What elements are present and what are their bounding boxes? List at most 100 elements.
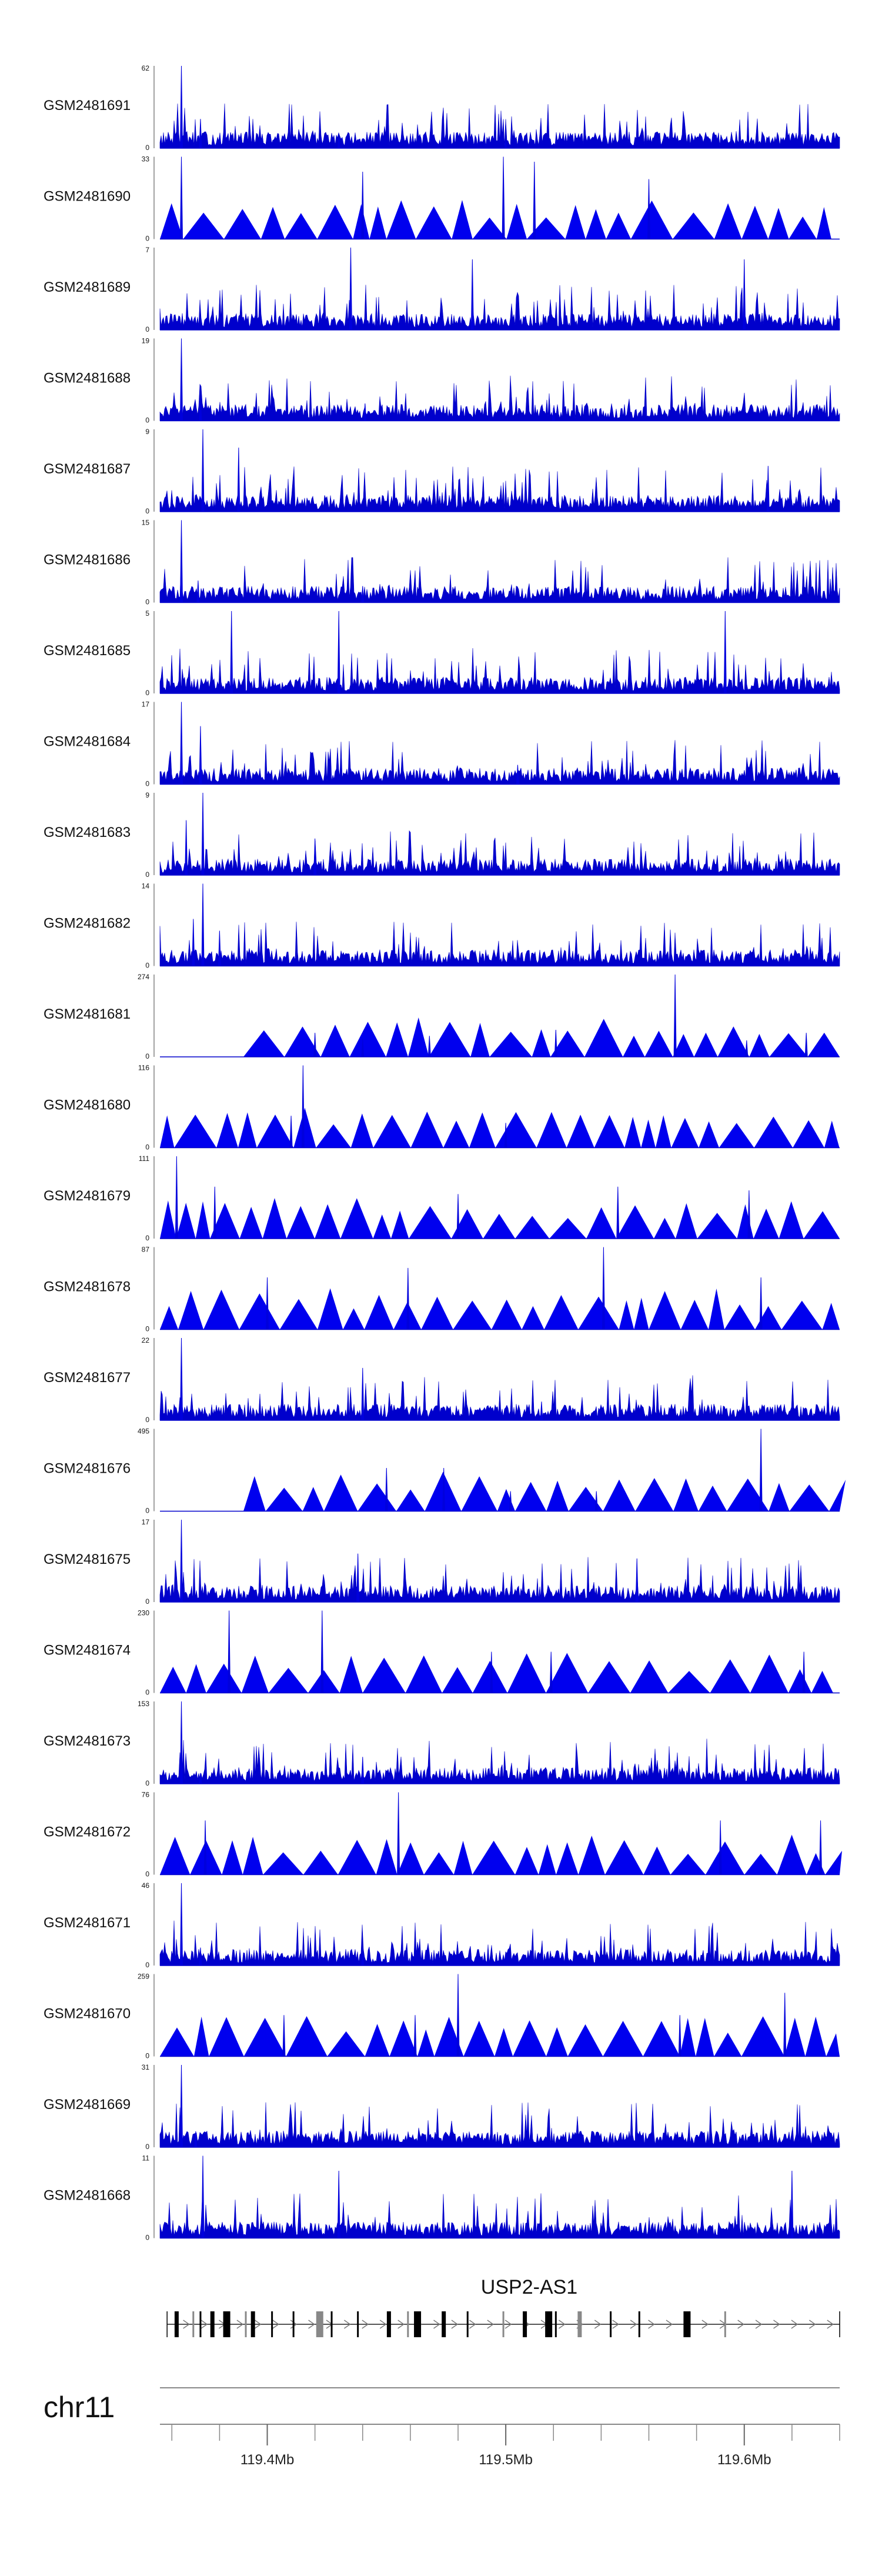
track-GSM2481671: GSM2481671 46 0	[44, 1881, 840, 1969]
y-max-label: 274	[138, 973, 149, 981]
strand-chevron	[666, 2320, 673, 2329]
strand-chevron	[362, 2320, 369, 2329]
exon-block	[223, 2311, 230, 2337]
coverage-area	[160, 199, 831, 239]
coverage-peak	[337, 2170, 340, 2238]
coverage-area	[159, 648, 840, 694]
track-GSM2481690: GSM2481690 33 0	[44, 155, 840, 243]
strand-chevron	[737, 2320, 744, 2329]
y-max-label: 230	[138, 1609, 149, 1617]
coverage-peak	[673, 974, 677, 1057]
coverage-area	[160, 1834, 843, 1875]
coverage-peak	[289, 1116, 293, 1148]
track-label: GSM2481674	[44, 1643, 131, 1659]
coverage-peak	[361, 1757, 365, 1784]
track-label: GSM2481676	[44, 1461, 131, 1477]
coverage-peak	[549, 1651, 553, 1693]
exon-block	[271, 2311, 273, 2337]
track-label: GSM2481671	[44, 1915, 131, 1931]
coverage-peak	[282, 2015, 286, 2057]
exon-block	[199, 2311, 202, 2337]
track-label: GSM2481681	[44, 1006, 131, 1022]
track-GSM2481676: GSM2481676 495 0	[44, 1427, 846, 1515]
track-GSM2481675: GSM2481675 17 0	[44, 1518, 840, 1606]
track-label: GSM2481680	[44, 1097, 131, 1113]
coverage-area	[159, 1920, 840, 1966]
coverage-peak	[199, 1947, 202, 1966]
track-label: GSM2481688	[44, 371, 131, 386]
y-min-label: 0	[145, 2052, 149, 2060]
coverage-peak	[179, 156, 183, 239]
exon-block	[724, 2311, 726, 2337]
coverage-area	[159, 830, 840, 876]
y-max-label: 87	[142, 1246, 150, 1254]
y-min-label: 0	[145, 1779, 149, 1787]
exon-block	[683, 2311, 691, 2337]
y-min-label: 0	[145, 870, 149, 879]
y-max-label: 22	[142, 1336, 150, 1344]
track-label: GSM2481670	[44, 2006, 131, 2022]
y-max-label: 31	[142, 2063, 150, 2071]
coverage-peak	[201, 429, 205, 512]
coverage-peak	[179, 65, 183, 149]
y-max-label: 14	[142, 882, 150, 890]
track-GSM2481674: GSM2481674 230 0	[44, 1609, 840, 1697]
coverage-area	[159, 285, 840, 331]
track-label: GSM2481686	[44, 552, 131, 568]
y-max-label: 46	[142, 1881, 150, 1890]
track-GSM2481678: GSM2481678 87 0	[44, 1246, 840, 1333]
strand-chevron	[594, 2320, 602, 2329]
y-min-label: 0	[145, 1507, 149, 1515]
coverage-peak	[218, 930, 221, 966]
coverage-peak	[504, 1123, 507, 1148]
coverage-peak	[790, 2170, 794, 2238]
coverage-peak	[179, 1337, 183, 1421]
y-min-label: 0	[145, 1597, 149, 1606]
exon-block	[414, 2311, 422, 2337]
coverage-peak	[406, 1267, 410, 1330]
coverage-peak	[647, 179, 651, 239]
coverage-peak	[397, 1792, 400, 1875]
coverage-area	[160, 1198, 840, 1239]
y-min-label: 0	[145, 1325, 149, 1333]
track-label: GSM2481678	[44, 1279, 131, 1295]
coverage-area	[160, 1653, 833, 1693]
track-GSM2481691: GSM2481691 62 0	[44, 64, 840, 152]
y-max-label: 116	[138, 1064, 149, 1072]
exon-block	[174, 2311, 179, 2337]
coverage-area	[160, 1107, 840, 1148]
y-max-label: 259	[138, 1973, 149, 1981]
axis-tick-label: 119.4Mb	[240, 2452, 295, 2468]
y-min-label: 0	[145, 780, 149, 788]
coverage-peak	[456, 1194, 460, 1239]
coverage-peak	[456, 1974, 460, 2057]
coverage-peak	[201, 2155, 205, 2238]
strand-chevron	[612, 2320, 619, 2329]
coverage-area	[159, 1375, 840, 1421]
y-max-label: 111	[139, 1154, 150, 1163]
coverage-peak	[385, 1467, 388, 1511]
track-label: GSM2481683	[44, 825, 131, 840]
strand-chevron	[487, 2320, 494, 2329]
axis-tick-label: 119.5Mb	[479, 2452, 533, 2468]
y-max-label: 76	[142, 1791, 150, 1799]
exon-block	[610, 2311, 612, 2337]
coverage-peak	[175, 1156, 178, 1239]
y-min-label: 0	[145, 1870, 149, 1878]
coverage-peak	[237, 448, 240, 512]
strand-chevron	[773, 2320, 780, 2329]
track-label: GSM2481677	[44, 1370, 131, 1386]
track-GSM2481686: GSM2481686 15 0	[44, 519, 840, 606]
coverage-peak	[502, 156, 505, 239]
y-min-label: 0	[145, 325, 149, 333]
y-max-label: 9	[145, 428, 149, 436]
exon-block	[554, 2311, 557, 2337]
coverage-tracks: GSM2481691620GSM2481690330GSM248168970GS…	[44, 64, 846, 2242]
coverage-area	[159, 1557, 840, 1603]
y-min-label: 0	[145, 416, 149, 425]
track-GSM2481681: GSM2481681 274 0	[44, 973, 840, 1060]
exon-block	[330, 2311, 333, 2337]
strand-chevron	[559, 2320, 566, 2329]
coverage-peak	[179, 1701, 183, 1784]
coverage-area	[159, 104, 840, 149]
